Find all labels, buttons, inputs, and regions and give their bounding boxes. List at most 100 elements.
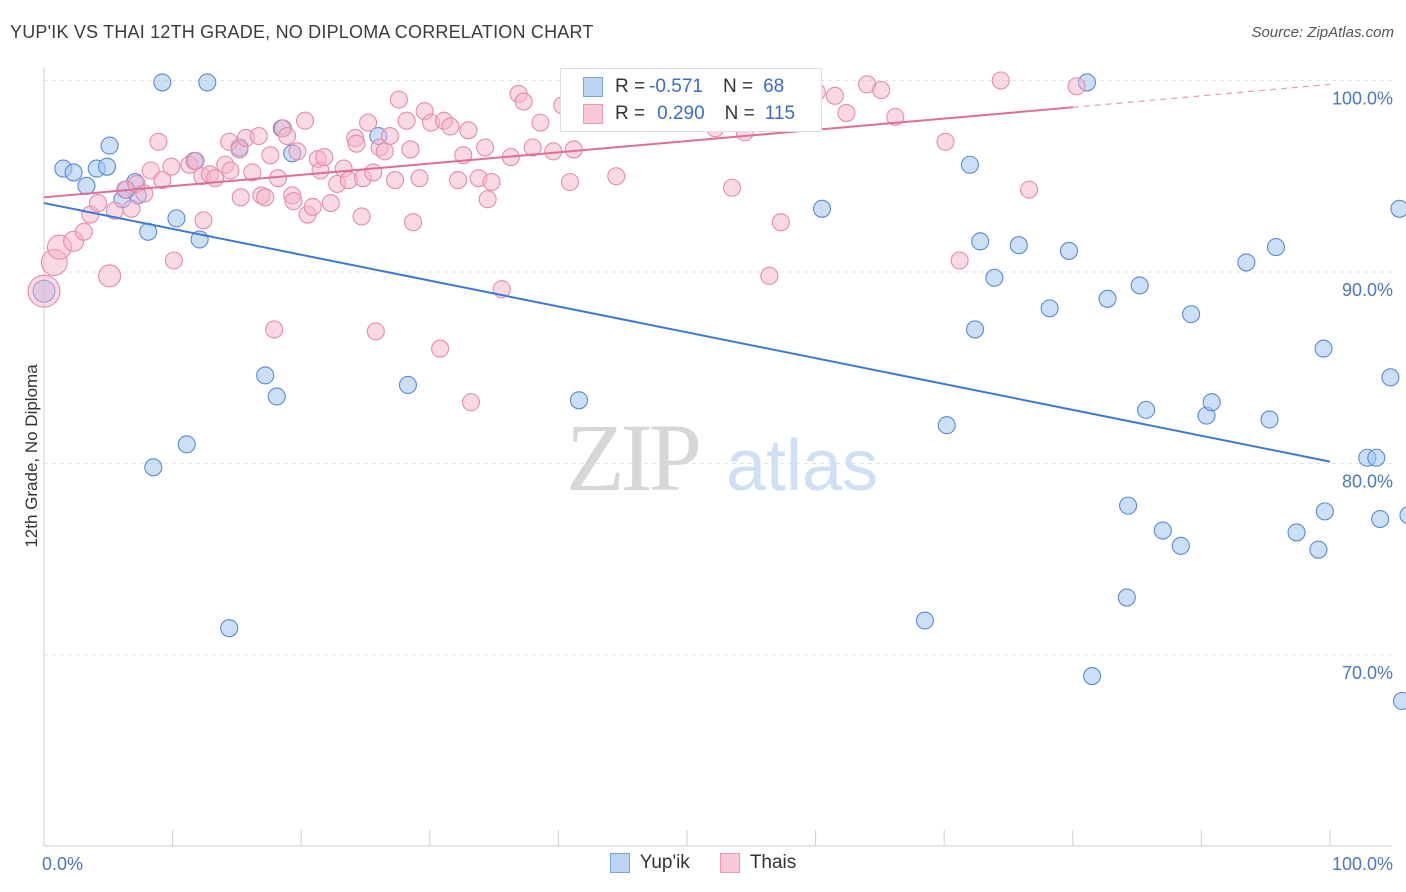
yupik-point bbox=[1390, 199, 1406, 218]
legend-r-value: -0.571 bbox=[649, 76, 703, 97]
thais-point bbox=[514, 92, 533, 111]
series-legend: Yup'ik Thais bbox=[0, 852, 1406, 874]
legend-row-yupik: R = -0.571 N = 68 bbox=[583, 74, 784, 100]
thais-point bbox=[560, 172, 580, 192]
legend-swatch-thais bbox=[719, 853, 740, 873]
legend-n-label: N = bbox=[724, 103, 755, 124]
trend-lines bbox=[43, 83, 1331, 463]
yupik-point bbox=[177, 435, 196, 454]
thais-point bbox=[88, 194, 108, 213]
yupik-point bbox=[64, 163, 83, 182]
yupik-trend-line bbox=[43, 202, 1331, 463]
yupik-point bbox=[1260, 410, 1279, 429]
thais-point bbox=[141, 161, 160, 180]
data-points bbox=[27, 71, 1406, 711]
thais-point bbox=[265, 320, 284, 339]
yupik-point bbox=[937, 416, 956, 435]
yupik-point bbox=[915, 611, 934, 630]
thais-point bbox=[359, 113, 378, 132]
yupik-point bbox=[1266, 238, 1286, 257]
thais-point bbox=[364, 163, 383, 182]
thais-point bbox=[1067, 77, 1086, 96]
thais-point bbox=[278, 126, 297, 146]
thais-point bbox=[221, 161, 240, 180]
yupik-point bbox=[971, 232, 990, 251]
yupik-point bbox=[1119, 496, 1138, 515]
y-tick-label: 80.0% bbox=[1342, 472, 1393, 492]
yupik-point bbox=[267, 387, 286, 406]
axes bbox=[43, 68, 1392, 847]
yupik-point bbox=[1237, 253, 1256, 272]
yupik-point bbox=[198, 73, 217, 92]
thais-point bbox=[523, 138, 542, 157]
thais-point bbox=[825, 86, 844, 105]
thais-point bbox=[296, 111, 315, 130]
thais-trend-line bbox=[43, 106, 1073, 199]
thais-point bbox=[375, 142, 394, 161]
thais-point bbox=[386, 171, 405, 190]
yupik-point bbox=[1182, 305, 1201, 324]
yupik-point bbox=[1059, 241, 1078, 260]
legend-n-value: 115 bbox=[764, 103, 796, 124]
yupik-point bbox=[77, 176, 96, 195]
x-tick-label: 0.0% bbox=[42, 854, 83, 874]
thais-point bbox=[122, 199, 141, 218]
thais-point bbox=[74, 222, 93, 241]
yupik-point bbox=[1314, 339, 1333, 358]
thais-point bbox=[256, 188, 275, 207]
thais-point bbox=[164, 251, 183, 270]
yupik-point bbox=[1117, 588, 1136, 607]
thais-point bbox=[771, 213, 790, 232]
thais-point bbox=[261, 146, 280, 165]
thais-point bbox=[288, 142, 307, 161]
y-tick-label: 100.0% bbox=[1332, 89, 1393, 109]
watermark-zip: ZIP bbox=[566, 404, 699, 511]
legend-item-thais[interactable]: Thais bbox=[719, 852, 796, 874]
yupik-point bbox=[966, 320, 985, 339]
thais-point bbox=[389, 90, 408, 109]
legend-r-label: R = bbox=[615, 103, 646, 124]
yupik-point bbox=[167, 209, 186, 228]
thais-point bbox=[321, 194, 340, 213]
thais-point bbox=[194, 211, 213, 230]
yupik-point bbox=[1367, 448, 1386, 467]
thais-point bbox=[886, 107, 905, 126]
yupik-point bbox=[144, 458, 163, 477]
y-tick-label: 70.0% bbox=[1342, 663, 1393, 683]
yupik-point bbox=[153, 73, 172, 92]
legend-n-value: 68 bbox=[763, 76, 785, 97]
stats-legend: R = -0.571 N = 68 R = 0.290 N = 115 bbox=[560, 68, 822, 132]
source-label: Source: ZipAtlas.com bbox=[1251, 24, 1394, 41]
thais-point bbox=[401, 140, 420, 159]
thais-point bbox=[991, 71, 1010, 90]
thais-trend-extension bbox=[1072, 83, 1331, 108]
thais-point bbox=[27, 274, 61, 308]
thais-point bbox=[249, 126, 268, 146]
thais-point bbox=[231, 188, 250, 207]
thais-point bbox=[531, 113, 550, 132]
axis-labels: 100.0% 90.0% 80.0% 70.0% 0.0% 100.0% 12th Grad… bbox=[22, 89, 1393, 875]
chart-title: YUP'IK VS THAI 12TH GRADE, NO DIPLOMA CO… bbox=[10, 22, 594, 42]
legend-item-yupik[interactable]: Yup'ik bbox=[609, 852, 690, 874]
yupik-point bbox=[569, 391, 589, 410]
thais-point bbox=[950, 251, 969, 270]
yupik-point bbox=[398, 375, 417, 395]
yupik-point bbox=[1392, 691, 1406, 711]
thais-point bbox=[431, 339, 450, 358]
yupik-point bbox=[1040, 299, 1059, 318]
thais-point bbox=[722, 178, 742, 197]
legend-label-yupik: Yup'ik bbox=[639, 852, 690, 873]
yupik-point bbox=[97, 157, 117, 176]
thais-point bbox=[936, 132, 955, 151]
legend-r-label: R = bbox=[615, 76, 646, 97]
yupik-point bbox=[1137, 400, 1156, 419]
thais-point bbox=[397, 111, 416, 130]
y-tick-label: 90.0% bbox=[1342, 280, 1393, 300]
yupik-point bbox=[1130, 276, 1149, 295]
thais-point bbox=[760, 266, 779, 285]
yupik-point bbox=[1287, 523, 1306, 542]
thais-point bbox=[315, 148, 334, 167]
thais-point bbox=[153, 171, 172, 190]
thais-point bbox=[284, 192, 303, 211]
yupik-point bbox=[1009, 236, 1028, 255]
